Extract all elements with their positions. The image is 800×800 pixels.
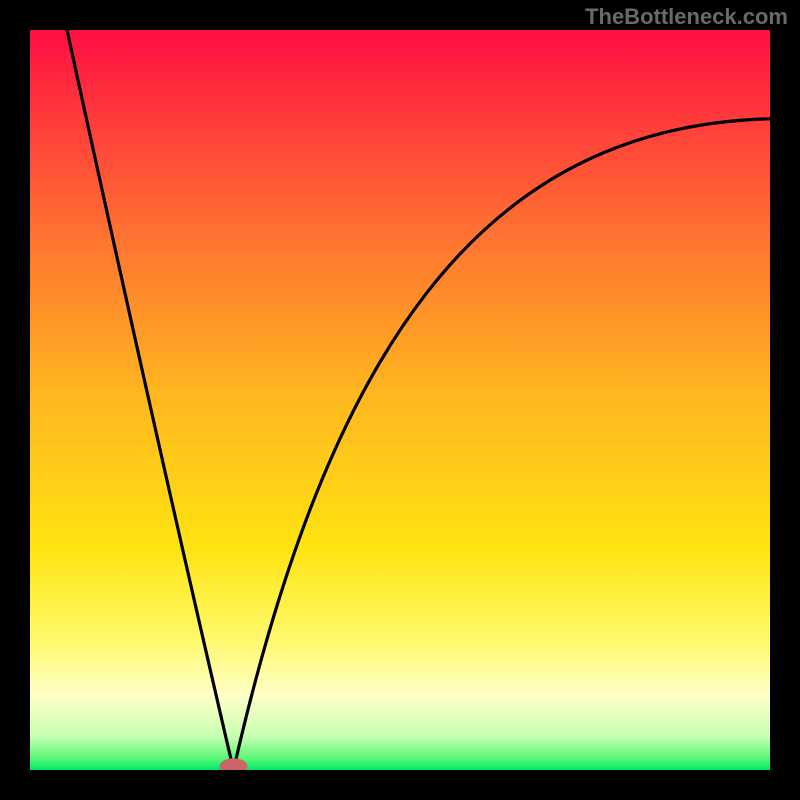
bottleneck-curve — [67, 30, 770, 770]
optimal-marker — [220, 758, 248, 770]
curve-layer — [30, 30, 770, 770]
chart-container: TheBottleneck.com — [0, 0, 800, 800]
plot-area — [30, 30, 770, 770]
watermark-text: TheBottleneck.com — [585, 4, 788, 30]
